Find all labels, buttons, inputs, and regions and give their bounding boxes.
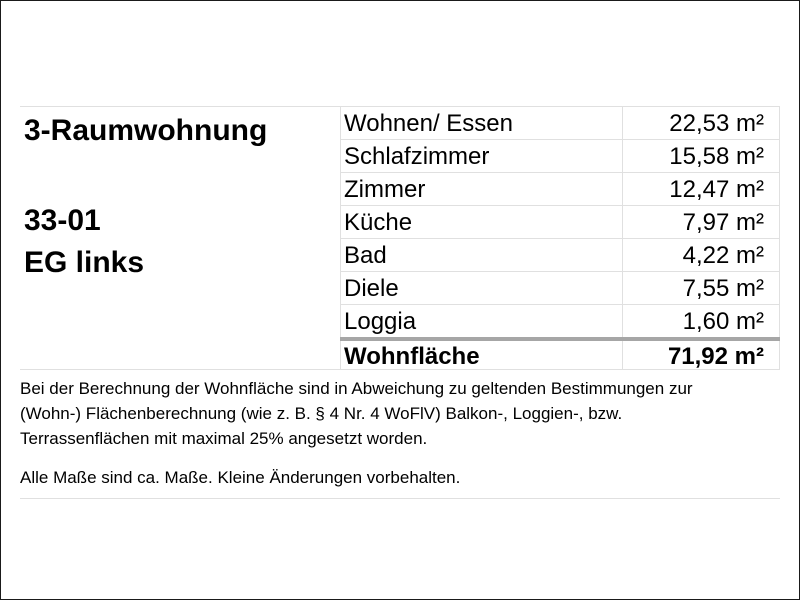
disclaimer: Alle Maße sind ca. Maße. Kleine Änderung… xyxy=(20,468,461,487)
room-name: Schlafzimmer xyxy=(344,143,490,170)
apartment-floor: EG links xyxy=(24,246,145,279)
total-area: 71,92 m² xyxy=(667,343,764,370)
note-line: (Wohn-) Flächenberechnung (wie z. B. § 4… xyxy=(20,404,623,423)
note-line: Bei der Berechnung der Wohnfläche sind i… xyxy=(20,379,693,398)
room-area: 1,60 m² xyxy=(682,308,764,335)
table-row: Diele 7,55 m² xyxy=(340,271,780,304)
grid-line xyxy=(340,139,780,140)
note-line: Terrassenflächen mit maximal 25% angeset… xyxy=(20,429,428,448)
table-row: Schlafzimmer 15,58 m² xyxy=(340,139,780,172)
apartment-number: 33-01 xyxy=(24,204,101,237)
note-spacer xyxy=(20,451,780,465)
apartment-identity: 3-Raumwohnung 33-01 EG links xyxy=(20,106,340,370)
total-row: Wohnfläche 71,92 m² xyxy=(340,337,780,374)
table-row: Zimmer 12,47 m² xyxy=(340,172,780,205)
grid-line xyxy=(20,498,780,499)
room-area: 15,58 m² xyxy=(669,143,764,170)
table-row: Küche 7,97 m² xyxy=(340,205,780,238)
total-label: Wohnfläche xyxy=(344,343,480,370)
grid-line xyxy=(20,106,780,107)
grid-line xyxy=(340,172,780,173)
table-row: Bad 4,22 m² xyxy=(340,238,780,271)
grid-line xyxy=(340,304,780,305)
grid-line xyxy=(20,369,780,370)
room-name: Loggia xyxy=(344,308,417,335)
room-area: 7,97 m² xyxy=(682,209,764,236)
table-row: Wohnen/ Essen 22,53 m² xyxy=(340,106,780,139)
apartment-summary: 3-Raumwohnung 33-01 EG links Wohnen/ Ess… xyxy=(20,106,780,370)
room-area: 22,53 m² xyxy=(669,110,764,137)
room-name: Küche xyxy=(344,209,413,236)
room-name: Wohnen/ Essen xyxy=(344,110,513,137)
calculation-note: Bei der Berechnung der Wohnfläche sind i… xyxy=(20,370,780,498)
apartment-type: 3-Raumwohnung xyxy=(24,114,268,147)
grid-line xyxy=(340,271,780,272)
room-area: 4,22 m² xyxy=(682,242,764,269)
apartment-sheet: 3-Raumwohnung 33-01 EG links Wohnen/ Ess… xyxy=(20,106,780,499)
room-area: 7,55 m² xyxy=(682,275,764,302)
room-area-table: Wohnen/ Essen 22,53 m² Schlafzimmer 15,5… xyxy=(340,106,780,374)
table-row: Loggia 1,60 m² xyxy=(340,304,780,337)
grid-line xyxy=(340,205,780,206)
room-name: Diele xyxy=(344,275,399,302)
room-name: Bad xyxy=(344,242,387,269)
room-area: 12,47 m² xyxy=(669,176,764,203)
room-name: Zimmer xyxy=(344,176,426,203)
grid-line xyxy=(340,238,780,239)
